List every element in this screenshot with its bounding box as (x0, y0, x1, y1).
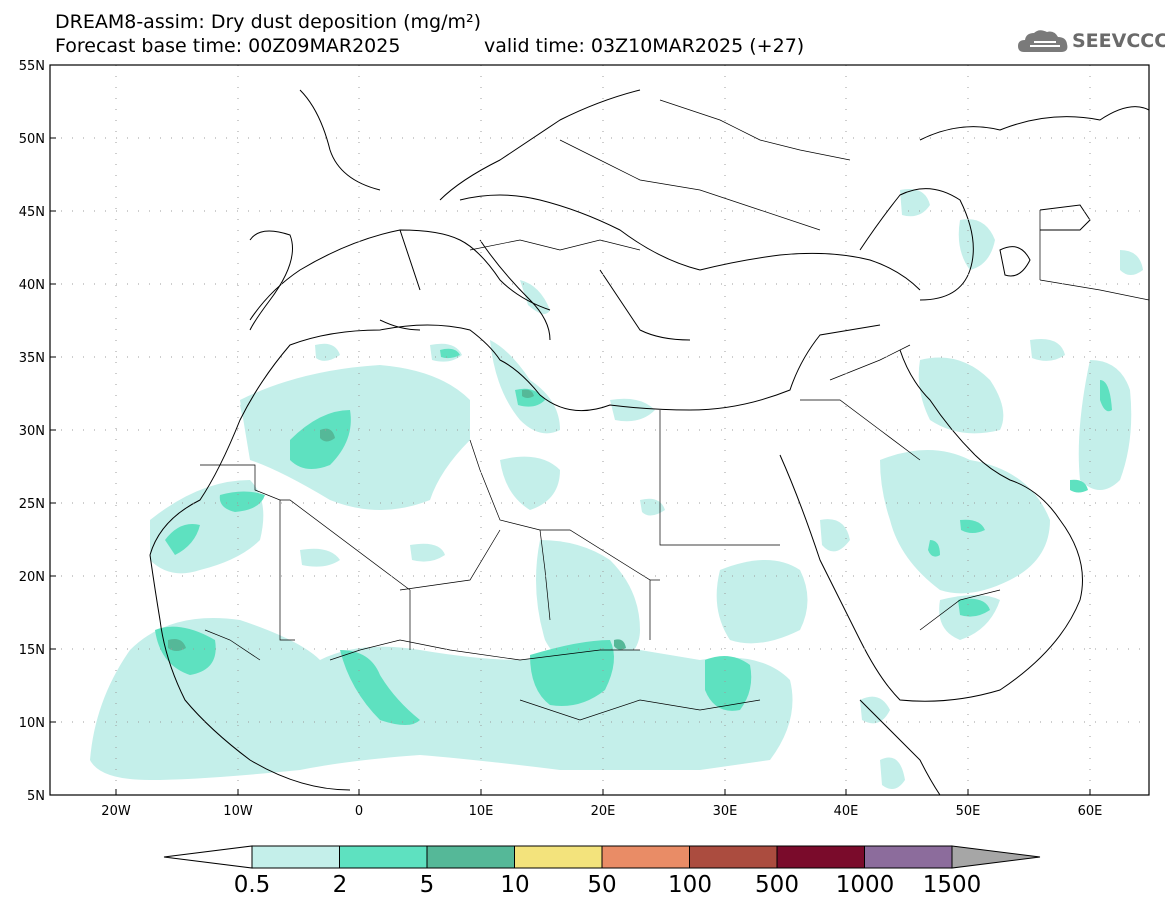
colorbar-label: 1500 (923, 872, 982, 898)
lat-label: 30N (19, 424, 45, 439)
colorbar-segment (601, 845, 690, 869)
colorbar-segment (426, 845, 515, 869)
lat-label: 50N (19, 132, 45, 147)
colorbar-segment (514, 845, 603, 869)
longitude-labels: 20W 10W 0 10E 20E 30E 40E 50E 60E (101, 804, 1102, 819)
colorbar-segment (776, 845, 865, 869)
lat-label: 45N (19, 205, 45, 220)
colorbar-label: 50 (587, 872, 616, 898)
colorbar: 0.5 2 5 10 50 100 500 1000 1500 (163, 845, 1041, 898)
lon-label: 10W (223, 804, 253, 819)
valid-time: valid time: 03Z10MAR2025 (+27) (484, 35, 805, 57)
country-borders (200, 99, 1149, 721)
colorbar-arrow-left (163, 845, 253, 869)
colorbar-label: 1000 (836, 872, 895, 898)
lon-label: 50E (956, 804, 981, 819)
lon-label: 40E (834, 804, 859, 819)
colorbar-label: 10 (500, 872, 529, 898)
map-title: DREAM8-assim: Dry dust deposition (mg/m²… (55, 11, 482, 33)
lat-label: 25N (19, 497, 45, 512)
colorbar-segment (689, 845, 778, 869)
lat-label: 55N (19, 59, 45, 74)
lon-label: 10E (469, 804, 494, 819)
lat-label: 15N (19, 643, 45, 658)
latitude-labels: 55N 50N 45N 40N 35N 30N 25N 20N 15N 10N … (19, 59, 45, 804)
lat-label: 10N (19, 716, 45, 731)
lon-label: 20E (591, 804, 616, 819)
axis-ticks (50, 64, 1091, 795)
coastlines (149, 89, 1149, 795)
lat-label: 20N (19, 570, 45, 585)
colorbar-segment (864, 845, 953, 869)
lon-label: 60E (1078, 804, 1103, 819)
grid (50, 65, 1149, 795)
colorbar-label: 100 (668, 872, 712, 898)
colorbar-arrow-right (951, 845, 1041, 869)
cloud-icon (1018, 30, 1068, 52)
lon-label: 30E (713, 804, 738, 819)
colorbar-label: 500 (755, 872, 799, 898)
colorbar-label: 5 (420, 872, 435, 898)
colorbar-segment (251, 845, 340, 869)
lat-label: 35N (19, 351, 45, 366)
colorbar-label: 2 (333, 872, 348, 898)
logo-text: SEEVCCC (1072, 30, 1165, 52)
colorbar-segment (339, 845, 428, 869)
forecast-base-time: Forecast base time: 00Z09MAR2025 (55, 35, 401, 57)
colorbar-label: 0.5 (234, 872, 271, 898)
lon-label: 0 (355, 804, 363, 819)
dust-deposition-fields (90, 189, 1143, 789)
lon-label: 20W (101, 804, 131, 819)
lat-label: 40N (19, 278, 45, 293)
lat-label: 5N (27, 789, 45, 804)
